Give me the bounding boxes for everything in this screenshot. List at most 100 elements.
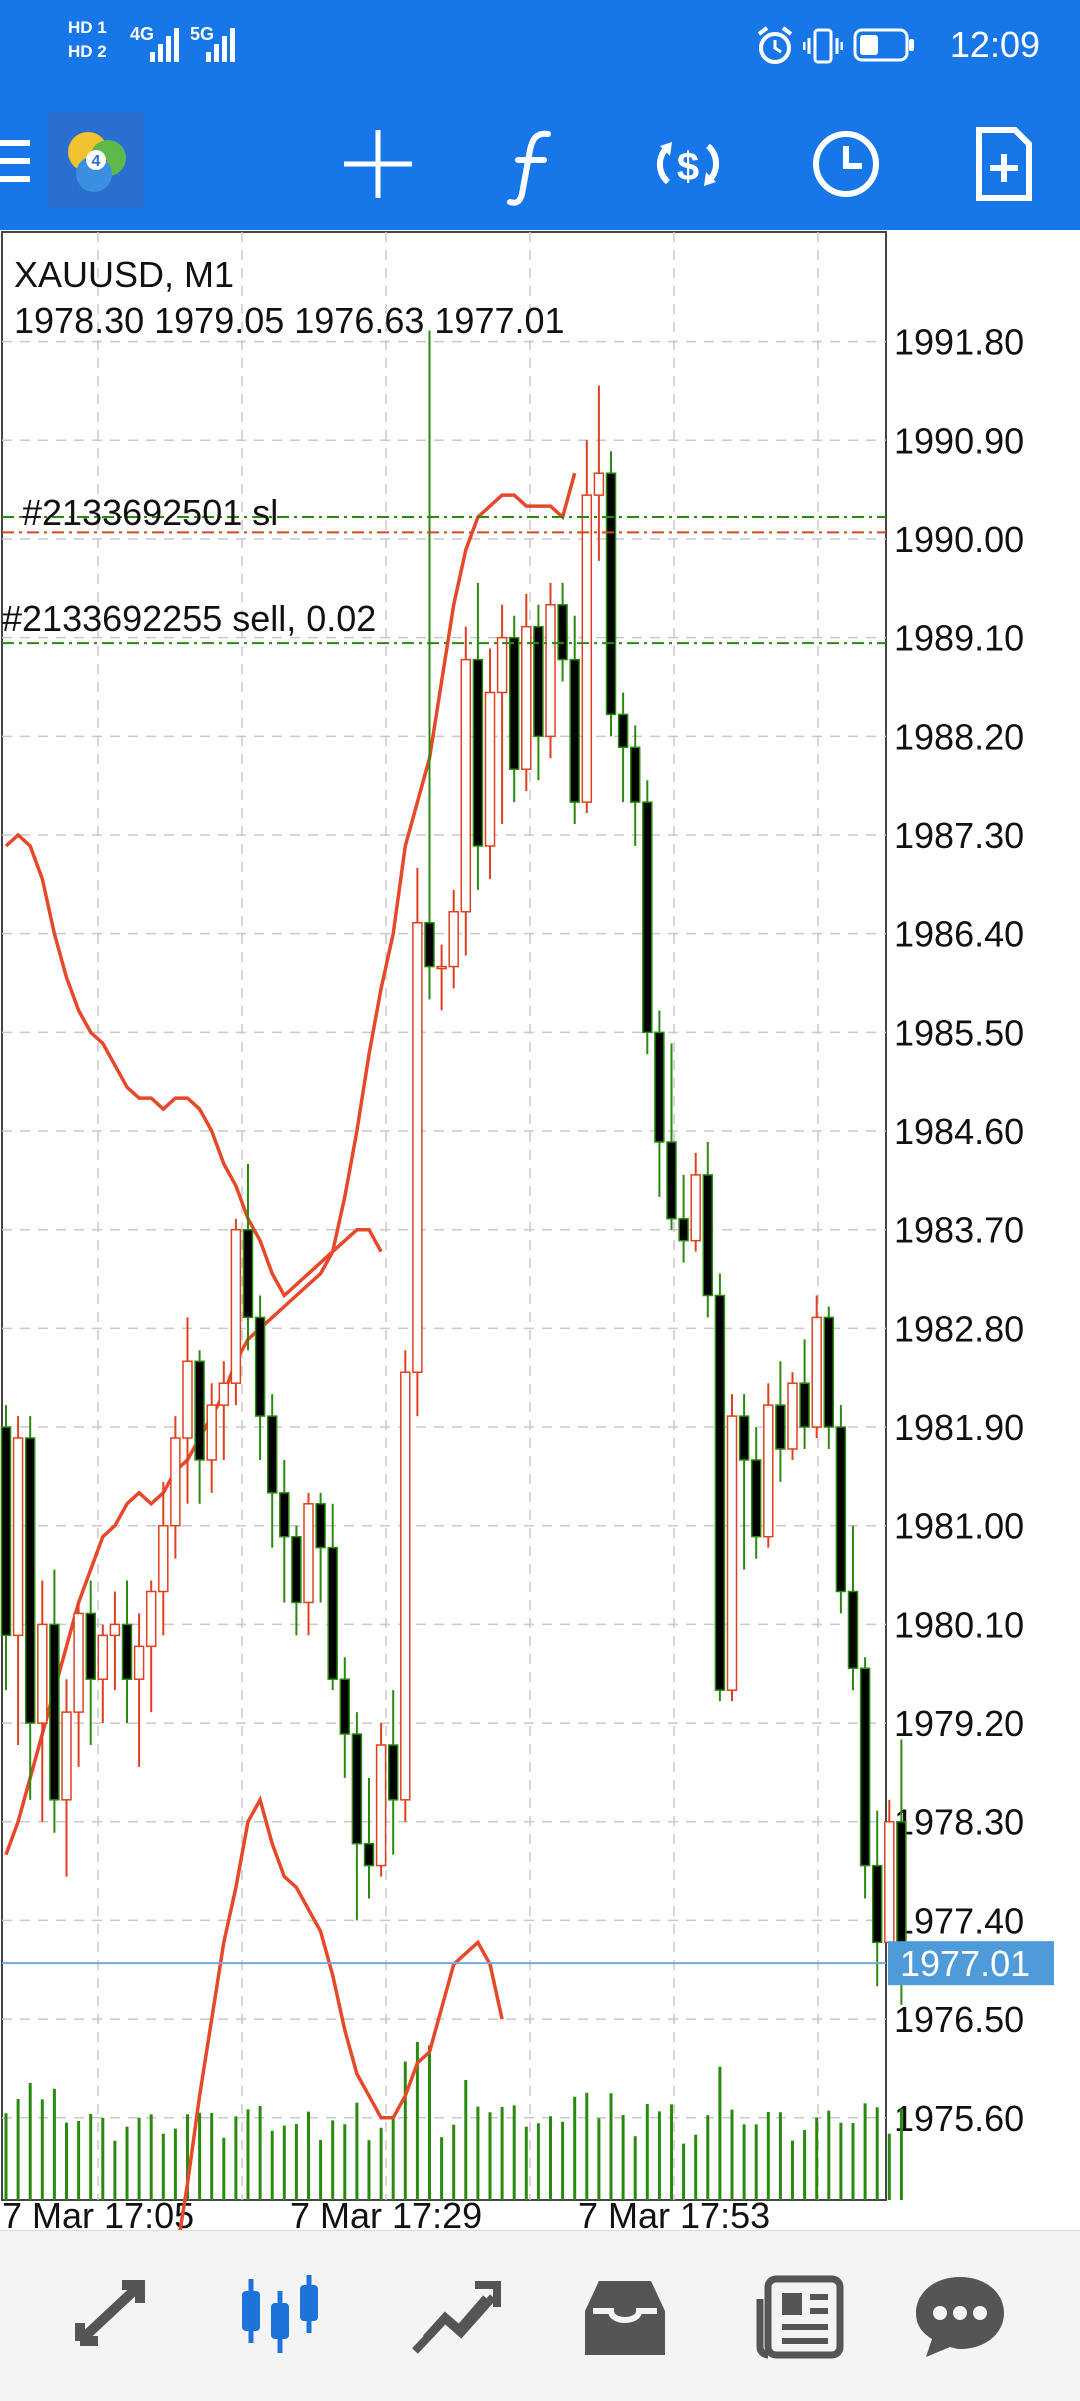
y-tick-label: 1978.30 (894, 1802, 1024, 1843)
candle-body (279, 1492, 290, 1538)
y-tick-label: 1976.50 (894, 1999, 1024, 2040)
candle-body (448, 911, 459, 968)
candle-body (787, 1382, 798, 1450)
candle-body (375, 1744, 387, 1867)
current-price-label: 1977.01 (900, 1943, 1030, 1984)
candle-body (726, 1415, 738, 1691)
candle-body (412, 921, 423, 1373)
network-indicator: HD 1 HD 2 (68, 16, 107, 64)
indicators-icon[interactable] (486, 116, 582, 212)
y-tick-label: 1989.10 (894, 618, 1024, 659)
trade-icon[interactable]: $ (640, 116, 736, 212)
candle-body (629, 746, 641, 803)
candle-body (823, 1316, 835, 1428)
y-tick-label: 1977.40 (894, 1900, 1024, 1941)
candle-body (484, 691, 496, 847)
candle-body (642, 801, 653, 1034)
y-tick-label: 1990.00 (894, 519, 1024, 560)
y-tick-label: 1979.20 (894, 1703, 1024, 1744)
candle-body (24, 1437, 36, 1724)
candle-body (424, 921, 435, 968)
candle-body (363, 1842, 375, 1867)
y-tick-label: 1988.20 (894, 716, 1024, 757)
candle-body (545, 604, 556, 738)
candle-body (654, 1031, 665, 1143)
candle-body (750, 1459, 762, 1538)
trade-nav-icon[interactable] (405, 2271, 505, 2361)
candle-body (387, 1744, 399, 1801)
chart-toolbar: 4 $ (0, 94, 1080, 230)
candle-body (206, 1404, 217, 1461)
candle-body (194, 1360, 205, 1461)
history-icon[interactable] (575, 2271, 675, 2361)
candle-body (436, 965, 447, 970)
candle-body (303, 1503, 314, 1604)
candle-body (254, 1316, 266, 1417)
y-tick-label: 1983.70 (894, 1210, 1024, 1251)
chart-canvas[interactable]: 1991.80 1990.90 1990.00 1989.10 1988.20 1987.… (0, 230, 1080, 2401)
menu-icon[interactable] (0, 138, 32, 186)
news-icon[interactable] (752, 2271, 852, 2361)
candle-body (799, 1382, 810, 1428)
bollinger-upper (4, 472, 577, 1299)
y-tick-label: 1980.10 (894, 1604, 1024, 1645)
candle-body (133, 1645, 145, 1680)
candle-body (714, 1294, 726, 1691)
candle-body (170, 1437, 181, 1527)
candle-body (85, 1612, 96, 1680)
candle-body (182, 1360, 193, 1439)
candle-body (738, 1415, 750, 1461)
chart-symbol-title: XAUUSD, M1 (14, 254, 235, 295)
crosshair-icon[interactable] (330, 116, 426, 212)
sell-order-label[interactable]: #2133692255 sell, 0.02 (2, 598, 377, 639)
y-tick-label: 1986.40 (894, 914, 1024, 955)
app-logo[interactable]: 4 (48, 112, 144, 208)
candle-body (521, 625, 532, 770)
candle-body (0, 1426, 12, 1637)
candle-body (557, 604, 568, 661)
candle-body (145, 1590, 157, 1648)
candle-body (218, 1382, 230, 1406)
y-tick-label: 1981.00 (894, 1506, 1024, 1547)
candle-body (847, 1590, 859, 1670)
battery-icon (853, 28, 914, 62)
y-tick-label: 1991.80 (894, 322, 1024, 363)
quotes-icon[interactable] (60, 2271, 160, 2361)
candle-body (472, 658, 484, 847)
candle-body (109, 1623, 121, 1637)
candle-body (12, 1437, 24, 1637)
y-tick-label: 1985.50 (894, 1012, 1024, 1053)
candle-body (351, 1733, 363, 1845)
timeframe-icon[interactable] (798, 116, 894, 212)
messages-icon[interactable] (910, 2271, 1010, 2361)
candle-body (97, 1634, 109, 1680)
network-label-2: HD 2 (68, 42, 107, 61)
candle-body (121, 1623, 133, 1680)
y-tick-label: 1990.90 (894, 420, 1024, 461)
candle-body (242, 1228, 254, 1319)
candle-body (581, 494, 593, 803)
x-tick-label: 7 Mar 17:05 (2, 2195, 194, 2230)
candle-body (508, 636, 520, 770)
plot-frame (1, 231, 887, 2201)
new-order-icon[interactable] (955, 116, 1051, 212)
signal-4g-label: 4G (130, 24, 155, 44)
chart-icon[interactable] (230, 2271, 330, 2361)
vibrate-icon (803, 28, 843, 64)
candle-body (811, 1316, 822, 1428)
candle-body (266, 1415, 278, 1494)
candle-body (327, 1546, 338, 1680)
candle-body (291, 1535, 302, 1604)
price-chart[interactable]: 1991.80 1990.90 1990.00 1989.10 1988.20 1987.… (0, 230, 1080, 2401)
candle-body (158, 1524, 169, 1593)
bottom-navigation (0, 2230, 1080, 2401)
sl-line-label[interactable]: #2133692501 sl (22, 492, 279, 533)
candle-body (763, 1404, 774, 1538)
ohlc-readout: 1978.30 1979.05 1976.63 1977.01 (14, 300, 565, 341)
signal-5g-label: 5G (190, 24, 215, 44)
x-tick-label: 7 Mar 17:29 (290, 2195, 482, 2230)
candle-body (678, 1217, 689, 1242)
candle-body (496, 636, 508, 694)
candle-body (49, 1623, 60, 1801)
candle-body (884, 1820, 895, 1944)
